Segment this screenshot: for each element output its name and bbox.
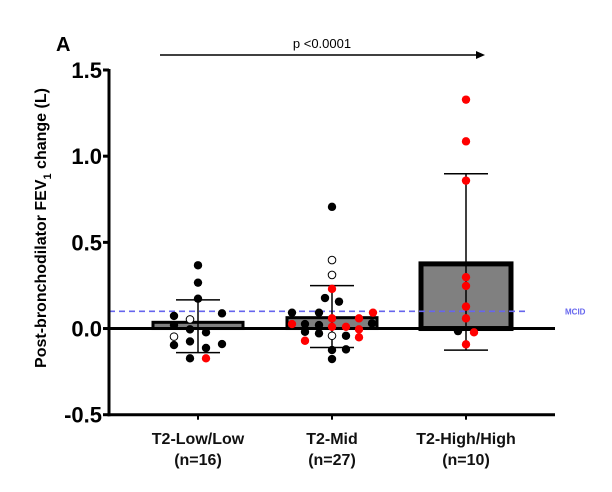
data-point-open xyxy=(327,255,337,265)
data-point-black xyxy=(327,354,337,364)
data-point-black xyxy=(300,319,310,329)
data-point-black xyxy=(327,345,337,355)
x-category-n-label: (n=10) xyxy=(442,452,490,469)
y-axis-label-suffix: change (L) xyxy=(33,88,50,173)
data-point-black xyxy=(327,202,337,212)
y-tick-label: 0.0 xyxy=(71,317,102,342)
data-point-red xyxy=(368,308,378,317)
data-point-black xyxy=(193,294,203,303)
data-point-red xyxy=(461,272,471,282)
data-point-red xyxy=(461,314,471,323)
y-axis-label-subscript: 1 xyxy=(42,173,54,179)
data-point-black xyxy=(300,327,310,336)
data-point-red xyxy=(201,354,211,363)
x-category-n-label: (n=27) xyxy=(308,452,356,469)
data-point-black xyxy=(341,345,351,354)
data-point-open xyxy=(327,270,337,280)
y-tick-label: 1.5 xyxy=(71,58,102,83)
data-point-red xyxy=(287,319,297,329)
data-point-red xyxy=(461,340,471,349)
x-category-label: T2-Mid xyxy=(306,431,358,448)
data-point-black xyxy=(320,293,330,303)
data-point-red xyxy=(461,95,471,104)
data-point-black xyxy=(185,337,195,346)
x-category-label: T2-Low/Low xyxy=(152,431,245,448)
data-point-red xyxy=(461,176,471,185)
data-point-red xyxy=(354,333,364,342)
data-point-red xyxy=(469,328,479,337)
data-point-red xyxy=(461,281,471,291)
data-point-black xyxy=(169,320,179,330)
data-point-black xyxy=(217,339,227,349)
data-point-red xyxy=(354,314,364,323)
data-point-red xyxy=(461,302,471,311)
significance-arrow-head xyxy=(476,51,485,59)
panel-label: A xyxy=(56,34,70,56)
data-point-red xyxy=(327,314,337,323)
data-point-black xyxy=(287,308,297,317)
data-point-red xyxy=(327,284,337,294)
y-tick-label: 0.5 xyxy=(71,230,102,255)
data-point-open xyxy=(327,331,337,341)
data-point-red xyxy=(341,322,351,332)
y-tick-label: -0.5 xyxy=(64,403,102,428)
data-point-black xyxy=(169,340,179,350)
data-point-black xyxy=(217,309,227,318)
data-point-black xyxy=(314,308,324,317)
data-point-red xyxy=(327,322,337,332)
p-value-label: p <0.0001 xyxy=(293,36,351,51)
x-category-label: T2-High/High xyxy=(416,431,516,448)
data-point-black xyxy=(367,319,377,328)
data-point-red xyxy=(461,137,471,146)
x-category-n-label: (n=16) xyxy=(174,452,222,469)
data-point-black xyxy=(193,261,203,270)
data-point-black xyxy=(193,278,203,287)
data-point-black xyxy=(314,320,324,330)
data-point-black xyxy=(453,326,463,336)
mcid-label: MCID xyxy=(565,307,586,316)
data-point-open xyxy=(185,315,195,324)
y-tick-label: 1.0 xyxy=(71,144,102,169)
data-point-open xyxy=(169,332,179,341)
data-point-red xyxy=(354,325,364,334)
data-point-black xyxy=(334,297,344,306)
data-point-black xyxy=(314,329,324,338)
data-point-black xyxy=(341,331,351,340)
data-point-black xyxy=(169,311,179,321)
data-point-black xyxy=(185,325,195,334)
significance-annotation: p <0.0001 xyxy=(160,36,485,59)
y-axis-label-main: Post-bronchodilator FEV xyxy=(33,179,50,368)
data-point-black xyxy=(201,343,211,353)
y-axis-label: Post-bronchodilator FEV1 change (L) xyxy=(33,88,54,368)
data-point-red xyxy=(300,336,310,345)
data-point-black xyxy=(185,354,195,363)
data-point-black xyxy=(201,328,211,337)
